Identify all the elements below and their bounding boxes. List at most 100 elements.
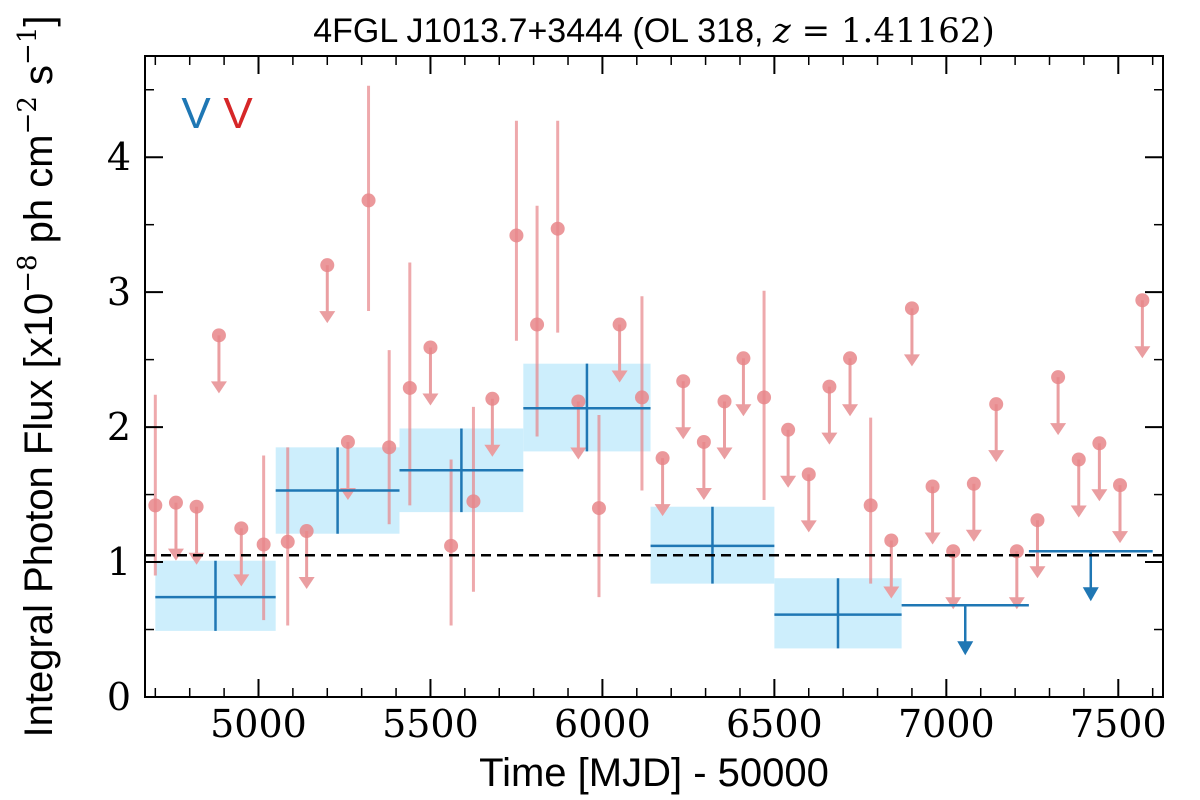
y-label-exp-1: −8	[13, 254, 43, 292]
x-tick-label: 5000	[210, 702, 307, 746]
y-label-main: Integral Photon Flux [x10	[17, 293, 61, 738]
plot-frame	[144, 55, 1164, 698]
short-upper-limit-point	[612, 317, 627, 332]
short-upper-limit-arrowhead	[924, 532, 941, 545]
short-upper-limit-arrowhead	[654, 504, 671, 517]
short-upper-limit-arrowhead	[484, 444, 501, 457]
short-upper-limit-point	[989, 397, 1004, 412]
short-upper-limit-arrowhead	[675, 427, 692, 440]
x-tick-label: 7500	[1070, 702, 1167, 746]
short-upper-limit-arrowhead	[1134, 346, 1151, 359]
y-tick-label: 3	[107, 270, 131, 314]
short-upper-limit-point	[822, 379, 837, 394]
short-upper-limit-point	[717, 394, 732, 409]
short-upper-limit-point	[925, 479, 940, 494]
short-detection-point	[444, 538, 459, 553]
short-detection-point	[530, 317, 545, 332]
short-upper-limit-arrowhead	[422, 393, 439, 406]
short-detection-point	[361, 193, 376, 208]
y-label-close: ]	[17, 16, 61, 27]
short-upper-limit-arrowhead	[210, 381, 227, 394]
short-detection-point	[466, 494, 481, 509]
x-tick-label: 6500	[726, 702, 823, 746]
short-upper-limit-point	[234, 521, 249, 536]
y-tick-label: 1	[107, 540, 131, 584]
short-upper-limit-arrowhead	[1091, 489, 1108, 502]
short-upper-limit-point	[1071, 452, 1086, 467]
short-upper-limit-point	[320, 258, 335, 273]
short-upper-limit-arrowhead	[1070, 505, 1087, 518]
binned-upper-limit-arrowhead	[957, 641, 974, 656]
short-upper-limit-point	[676, 374, 691, 389]
short-upper-limit-point	[696, 434, 711, 449]
svg-text:4FGL J1013.7+3444 (OL 318, z =: 4FGL J1013.7+3444 (OL 318, z = 1.41162)	[313, 11, 995, 51]
y-tick-label: 2	[107, 405, 131, 449]
short-upper-limit-point	[801, 467, 816, 482]
short-upper-limit-arrowhead	[1008, 597, 1025, 610]
short-detection-point	[148, 498, 163, 513]
short-upper-limit-arrowhead	[1050, 423, 1067, 436]
short-upper-limit-arrowhead	[1112, 531, 1129, 544]
short-upper-limit-arrowhead	[821, 432, 838, 445]
legend-entry: V	[223, 89, 253, 138]
short-upper-limit-point	[1113, 478, 1128, 493]
short-upper-limit-arrowhead	[903, 354, 920, 367]
short-upper-limit-point	[781, 422, 796, 437]
short-upper-limit-arrowhead	[883, 586, 900, 599]
short-upper-limit-point	[211, 328, 226, 343]
y-tick-label: 4	[107, 135, 131, 179]
short-detection-point	[634, 390, 649, 405]
short-upper-limit-point	[299, 524, 314, 539]
binned-upper-limit-arrowhead	[1082, 587, 1099, 602]
y-label-exp-2: −2	[13, 96, 43, 134]
short-detection-point	[863, 498, 878, 513]
short-upper-limit-point	[843, 351, 858, 366]
y-label-units-2: s	[17, 65, 61, 96]
short-detection-point	[280, 534, 295, 549]
x-tick-label: 5500	[382, 702, 479, 746]
short-upper-limit-arrowhead	[842, 404, 859, 417]
chart-title-suffix: = 1.41162)	[791, 11, 995, 51]
y-label-units-1: ph cm	[17, 134, 61, 254]
x-axis-label: Time [MJD] - 50000	[479, 751, 829, 795]
svg-text:Integral Photon Flux [x10−8 ph: Integral Photon Flux [x10−8 ph cm−2 s−1]	[13, 16, 61, 738]
y-tick-label: 0	[107, 675, 131, 719]
short-detection-point	[550, 221, 565, 236]
short-detection-point	[382, 440, 397, 455]
chart-title: 4FGL J1013.7+3444 (OL 318, z = 1.41162)	[313, 11, 995, 51]
short-upper-limit-arrowhead	[780, 475, 797, 488]
short-upper-limit-point	[189, 499, 204, 514]
x-tick-label: 7000	[898, 702, 995, 746]
short-detection-point	[591, 501, 606, 516]
short-upper-limit-point	[423, 340, 438, 355]
chart-title-prefix: 4FGL J1013.7+3444 (OL 318,	[313, 12, 773, 50]
short-upper-limit-arrowhead	[319, 311, 336, 324]
short-upper-limit-point	[168, 495, 183, 510]
y-axis-label: Integral Photon Flux [x10−8 ph cm−2 s−1]	[13, 16, 61, 738]
short-upper-limit-arrowhead	[945, 597, 962, 610]
short-upper-limit-arrowhead	[570, 447, 587, 460]
short-upper-limit-arrowhead	[1029, 566, 1046, 579]
short-upper-limit-arrowhead	[695, 487, 712, 500]
short-upper-limit-point	[884, 533, 899, 548]
short-detection-point	[402, 380, 417, 395]
short-upper-limit-arrowhead	[716, 447, 733, 460]
short-upper-limit-arrowhead	[965, 529, 982, 542]
short-detection-point	[509, 228, 524, 243]
chart-title-z: z	[772, 11, 792, 51]
short-upper-limit-point	[1030, 513, 1045, 528]
short-upper-limit-point	[1135, 293, 1150, 308]
short-detection-point	[256, 537, 271, 552]
short-upper-limit-arrowhead	[611, 370, 628, 383]
short-upper-limit-arrowhead	[988, 450, 1005, 463]
legend-entry: V	[181, 89, 211, 138]
short-upper-limit-arrowhead	[167, 548, 184, 561]
y-label-exp-3: −1	[13, 27, 43, 65]
short-upper-limit-arrowhead	[800, 520, 817, 533]
short-upper-limit-point	[655, 451, 670, 466]
short-upper-limit-point	[1092, 436, 1107, 451]
x-tick-label: 6000	[554, 702, 651, 746]
short-upper-limit-point	[485, 391, 500, 406]
